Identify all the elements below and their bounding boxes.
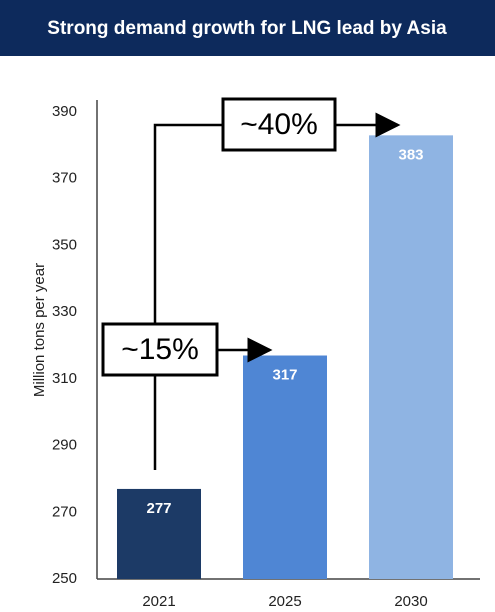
x-tick-label: 2025 [268,593,301,610]
value-label: 277 [146,500,171,517]
y-tick-label: 270 [52,503,77,520]
annotation: ~40% [240,108,318,141]
y-tick-label: 310 [52,370,77,387]
annotation: ~15% [121,333,199,366]
bars: 277 317 383 [117,135,453,579]
chart-title: Strong demand growth for LNG lead by Asi… [47,18,447,39]
bar [117,488,201,579]
annotation-box [221,97,337,152]
y-tick-label: 330 [52,303,77,320]
annotation-box [101,322,219,377]
y-tick-label: 390 [52,103,77,120]
x-tick-label: 2021 [142,593,175,610]
y-tick-label: 370 [52,170,77,187]
y-tick-label: 290 [52,437,77,454]
bar [369,135,453,579]
value-label: 383 [398,146,423,163]
y-tick-label: 250 [52,570,77,587]
value-label: 317 [272,366,297,383]
title-banner [0,0,495,56]
y-axis-label: Million tons per year [31,263,48,397]
x-tick-label: 2030 [394,593,427,610]
bar [243,355,327,579]
y-tick-label: 350 [52,236,77,253]
